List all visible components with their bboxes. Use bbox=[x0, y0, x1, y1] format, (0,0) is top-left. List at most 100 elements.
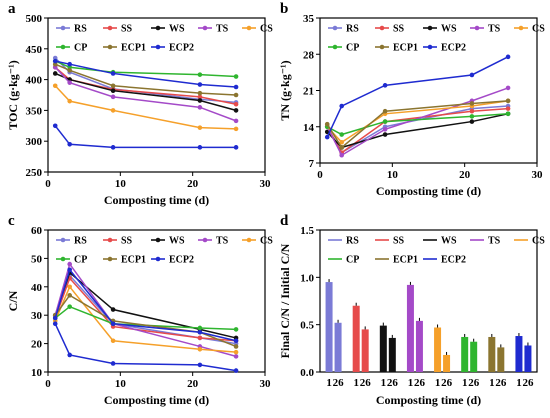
bar-cp bbox=[470, 341, 478, 372]
data-point-ecp2 bbox=[197, 82, 203, 87]
legend-label: CS bbox=[260, 236, 273, 247]
data-point-ecp2 bbox=[469, 72, 475, 78]
x-tick-label: 10 bbox=[115, 178, 127, 190]
data-point-ecp1 bbox=[197, 90, 203, 96]
legend-label: CP bbox=[74, 255, 87, 266]
data-point-cp bbox=[469, 114, 475, 119]
data-point-ecp2 bbox=[233, 338, 239, 344]
y-axis-label: C/N bbox=[6, 290, 20, 311]
data-point-ecp1 bbox=[67, 293, 72, 298]
data-point-cs bbox=[67, 284, 72, 290]
y-tick-label: 400 bbox=[26, 75, 43, 87]
bar-rs bbox=[334, 322, 342, 372]
legend-label: CS bbox=[532, 236, 545, 247]
bar-ecp2 bbox=[524, 345, 532, 372]
series-line-ecp2b bbox=[54, 125, 237, 149]
y-tick-label: 40 bbox=[31, 282, 43, 294]
data-point-cs bbox=[67, 98, 72, 104]
legend-label: TS bbox=[488, 236, 501, 247]
legend-swatch-dot bbox=[474, 25, 480, 31]
data-point-ss bbox=[197, 335, 203, 341]
legend-swatch-dot bbox=[60, 256, 66, 262]
x-tick-label: 1 bbox=[516, 377, 522, 389]
x-tick-label: 30 bbox=[260, 378, 272, 390]
data-point-cs bbox=[110, 108, 116, 113]
legend-label: ECP1 bbox=[393, 43, 418, 54]
data-point-ecp2b bbox=[67, 352, 72, 358]
data-point-ecp1 bbox=[233, 344, 239, 349]
x-tick-label: 26 bbox=[387, 377, 399, 389]
legend-swatch-dot bbox=[518, 25, 524, 31]
series-line-rs bbox=[54, 57, 237, 104]
x-tick-label: 20 bbox=[459, 169, 471, 181]
data-point-ecp1 bbox=[67, 68, 72, 73]
x-axis-label: Composting time (d) bbox=[376, 393, 481, 407]
legend-swatch-dot bbox=[60, 237, 66, 243]
x-tick-label: 1 bbox=[489, 377, 495, 389]
data-point-ecp1 bbox=[110, 83, 116, 89]
series-line-cs bbox=[54, 285, 237, 353]
y-axis-label: TOC (g·kg⁻¹) bbox=[6, 60, 20, 129]
y-tick-label: 1.5 bbox=[300, 225, 314, 237]
y-tick-label: 7 bbox=[309, 158, 315, 170]
legend-label: CS bbox=[532, 24, 545, 35]
legend-label: ECP2 bbox=[169, 255, 194, 266]
legend-swatch-dot bbox=[155, 237, 161, 243]
bar-rs bbox=[325, 282, 333, 372]
x-tick-label: 1 bbox=[408, 377, 414, 389]
bar-ts bbox=[406, 284, 414, 372]
bar-ws bbox=[379, 325, 387, 372]
data-point-ts bbox=[233, 118, 239, 124]
legend-swatch-dot bbox=[155, 25, 161, 31]
y-axis-label: Final C/N / Initial C/N bbox=[278, 243, 292, 358]
data-point-ts bbox=[197, 105, 203, 110]
data-point-ws bbox=[233, 108, 239, 113]
data-point-ss bbox=[505, 106, 511, 111]
panel-letter: c bbox=[8, 213, 15, 229]
data-point-cp bbox=[233, 74, 239, 79]
data-point-ecp1 bbox=[469, 101, 475, 106]
data-point-cs bbox=[110, 338, 116, 344]
y-tick-label: 20 bbox=[31, 339, 43, 351]
bar-ts bbox=[415, 320, 423, 372]
data-point-cs bbox=[197, 125, 203, 130]
plot-frame bbox=[47, 229, 266, 373]
legend-label: TS bbox=[216, 24, 229, 35]
legend-swatch-dot bbox=[246, 237, 252, 243]
y-tick-label: 0.0 bbox=[300, 367, 314, 379]
data-point-ws bbox=[382, 132, 388, 137]
data-point-ecp2 bbox=[52, 58, 58, 64]
y-tick-label: 250 bbox=[26, 167, 43, 179]
legend-label: SS bbox=[121, 24, 133, 35]
data-point-ws bbox=[52, 71, 58, 76]
y-tick-label: 1.0 bbox=[300, 272, 314, 284]
y-tick-label: 21 bbox=[303, 86, 314, 98]
data-point-ecp2b bbox=[197, 362, 203, 368]
data-point-cp bbox=[505, 111, 511, 117]
x-tick-label: 26 bbox=[441, 377, 453, 389]
x-tick-label: 1 bbox=[353, 377, 359, 389]
legend-label: WS bbox=[441, 236, 457, 247]
y-tick-label: 50 bbox=[31, 253, 43, 265]
legend-label: SS bbox=[393, 236, 405, 247]
legend-label: ECP1 bbox=[121, 255, 146, 266]
x-axis-label: Composting time (d) bbox=[104, 193, 209, 207]
x-tick-label: 30 bbox=[532, 169, 544, 181]
legend-label: ECP1 bbox=[121, 43, 146, 54]
data-point-ecp2 bbox=[110, 71, 116, 76]
legend-label: WS bbox=[169, 236, 185, 247]
data-point-ecp2b bbox=[52, 321, 58, 327]
y-tick-label: 10 bbox=[31, 367, 43, 379]
legend-label: WS bbox=[169, 24, 185, 35]
data-point-cp bbox=[233, 327, 239, 332]
x-tick-label: 26 bbox=[333, 377, 345, 389]
data-point-ecp1 bbox=[382, 108, 388, 114]
x-tick-label: 26 bbox=[414, 377, 426, 389]
x-tick-label: 26 bbox=[360, 377, 372, 389]
data-point-ws bbox=[197, 98, 203, 103]
x-tick-label: 26 bbox=[522, 377, 534, 389]
data-point-ecp2 bbox=[67, 61, 72, 67]
data-point-cs bbox=[52, 83, 58, 89]
data-point-ecp2 bbox=[324, 134, 330, 140]
panel-letter: d bbox=[280, 213, 289, 229]
